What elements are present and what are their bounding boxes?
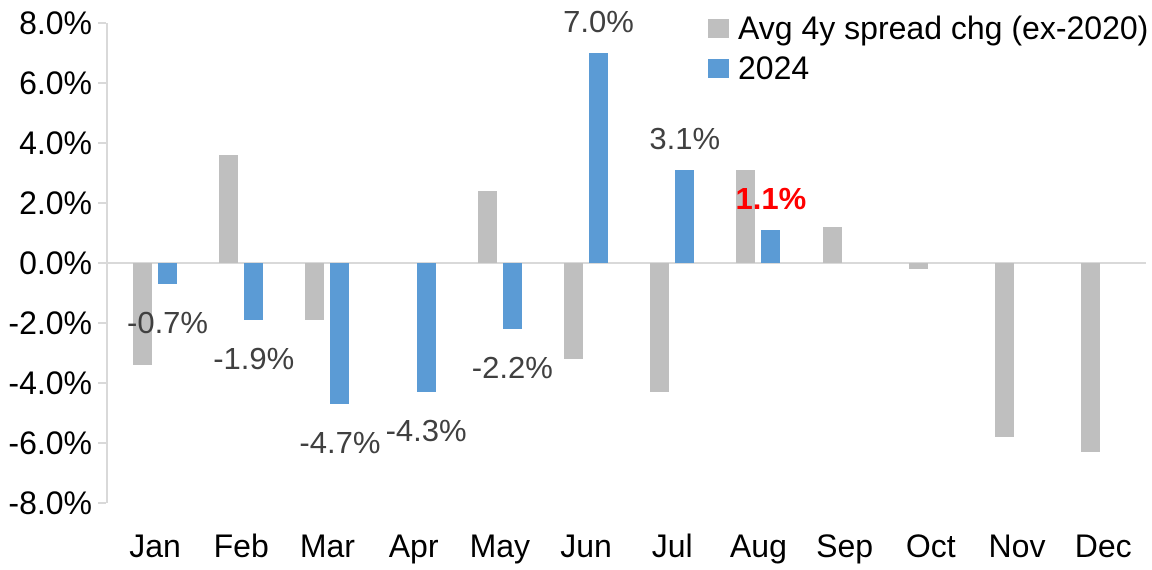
bar-avg-mar	[305, 263, 325, 320]
bar-2024-aug	[761, 230, 781, 263]
y-tick-mark	[98, 262, 106, 264]
y-tick-mark	[98, 82, 106, 84]
y-tick-label: -6.0%	[8, 425, 92, 461]
bar-2024-jan	[158, 263, 177, 284]
y-tick-mark	[98, 142, 106, 144]
x-tick-label-aug: Aug	[729, 528, 787, 564]
x-tick-label-may: May	[469, 528, 531, 564]
x-tick-label-sep: Sep	[816, 528, 874, 564]
x-tick-label-mar: Mar	[299, 528, 355, 564]
y-tick-label: -2.0%	[8, 305, 92, 341]
bar-avg-dec	[1081, 263, 1101, 452]
x-tick-label-oct: Oct	[905, 528, 956, 564]
bar-avg-may	[477, 191, 497, 263]
x-tick-label-jul: Jul	[651, 528, 693, 564]
y-tick-label: -8.0%	[8, 485, 92, 521]
x-tick-label-jan: Jan	[129, 528, 181, 564]
bar-2024-mar	[330, 263, 350, 404]
y-tick-label: 0.0%	[19, 245, 92, 281]
data-label-jan: -0.7%	[127, 305, 208, 340]
bar-2024-may	[502, 263, 522, 329]
legend-label-2024: 2024	[738, 50, 810, 86]
x-tick-label-dec: Dec	[1074, 528, 1132, 564]
y-tick-mark	[98, 22, 106, 24]
legend-swatch-gray	[708, 18, 729, 38]
bar-avg-oct	[908, 263, 928, 269]
bar-avg-nov	[995, 263, 1014, 437]
bar-avg-jun	[564, 263, 583, 359]
bar-avg-jan	[133, 263, 152, 365]
data-label-may: -2.2%	[471, 350, 553, 385]
bar-avg-feb	[219, 155, 239, 263]
y-tick-label: 6.0%	[19, 65, 92, 101]
bar-2024-feb	[244, 263, 264, 320]
legend: Avg 4y spread chg (ex-2020) 2024	[708, 8, 1148, 88]
data-label-jun: 7.0%	[563, 4, 634, 39]
y-tick-label: -4.0%	[8, 365, 92, 401]
data-label-mar: -4.7%	[299, 425, 381, 460]
legend-item-2024: 2024	[708, 48, 1148, 88]
y-tick-mark	[98, 382, 106, 384]
y-tick-label: 2.0%	[19, 185, 92, 221]
bar-2024-jun	[589, 53, 608, 263]
y-tick-mark	[98, 202, 106, 204]
x-tick-label-nov: Nov	[988, 528, 1046, 564]
y-tick-mark	[98, 502, 106, 504]
legend-label-avg-spread: Avg 4y spread chg (ex-2020)	[738, 10, 1149, 46]
data-label-feb: -1.9%	[213, 341, 295, 376]
x-tick-label-jun: Jun	[560, 528, 612, 564]
x-tick-label-feb: Feb	[213, 528, 269, 564]
x-tick-label-apr: Apr	[388, 528, 439, 564]
y-tick-label: 4.0%	[19, 125, 92, 161]
bar-2024-apr	[416, 263, 436, 392]
bar-avg-aug	[736, 170, 756, 263]
legend-swatch-blue	[708, 58, 729, 78]
bar-avg-sep	[822, 227, 842, 263]
bar-avg-jul	[650, 263, 670, 392]
y-tick-mark	[98, 322, 106, 324]
data-label-apr: -4.3%	[385, 413, 467, 448]
legend-item-avg-spread: Avg 4y spread chg (ex-2020)	[708, 8, 1148, 48]
data-label-jul: 3.1%	[649, 121, 721, 156]
y-tick-mark	[98, 442, 106, 444]
zero-line	[106, 262, 1146, 264]
bar-2024-jul	[675, 170, 695, 263]
data-label-aug: 1.1%	[735, 181, 807, 216]
y-tick-label: 8.0%	[19, 5, 92, 41]
